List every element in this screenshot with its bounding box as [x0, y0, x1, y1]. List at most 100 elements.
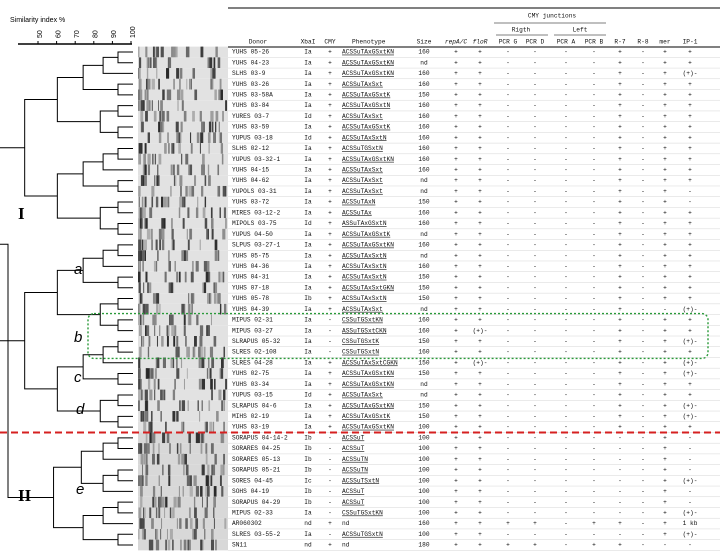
table-cell: -: [592, 231, 596, 238]
table-cell: -: [688, 542, 692, 549]
table-cell: SLRAPUS 04-6: [232, 402, 277, 409]
gel-band: [207, 132, 211, 144]
table-cell: -: [533, 499, 537, 506]
gel-band: [153, 496, 157, 508]
gel-band: [186, 185, 188, 197]
table-cell: -: [506, 242, 510, 249]
gel-band: [141, 175, 143, 186]
gel-band: [201, 496, 203, 508]
table-cell: +: [328, 306, 332, 313]
gel-band: [170, 507, 174, 519]
table-cell: -: [688, 467, 692, 474]
table-cell: +: [454, 242, 458, 249]
table-cell: Ib: [304, 456, 312, 463]
gel-band: [138, 389, 141, 401]
table-cell: +: [454, 392, 458, 399]
table-cell: +: [663, 392, 667, 399]
table-cell: Id: [304, 392, 312, 399]
table-cell: +: [663, 134, 667, 141]
table-cell: ACSSuTGSxtN: [342, 145, 383, 152]
table-cell: +: [618, 252, 622, 259]
table-cell: +: [328, 156, 332, 163]
gel-band: [138, 89, 141, 101]
gel-band: [213, 132, 215, 144]
gel-band: [176, 518, 178, 529]
table-cell: YUHS 05-75: [232, 252, 269, 259]
table-cell: -: [506, 456, 510, 463]
table-cell: ACSSuTAxSxtCGKN: [342, 359, 398, 366]
gel-band: [145, 325, 147, 337]
gel-band: [157, 378, 160, 390]
gel-band: [152, 57, 156, 69]
table-cell: ACSSuTAxSxt: [342, 167, 383, 174]
gel-band: [138, 228, 141, 240]
gel-band: [201, 185, 204, 197]
gel-band: [159, 239, 161, 251]
gel-band: [146, 57, 149, 69]
gel-lane: [138, 46, 228, 58]
dendrogram-branch: [56, 76, 101, 123]
table-cell: YUHS 03-34: [232, 381, 269, 388]
table-cell: +: [618, 134, 622, 141]
gel-band: [195, 432, 199, 444]
table-cell: -: [592, 531, 596, 538]
table-cell: +: [478, 252, 482, 259]
gel-band: [140, 293, 143, 304]
gel-band: [172, 143, 175, 154]
gel-band: [207, 228, 209, 240]
table-cell: YUPUS 03-32-1: [232, 156, 281, 163]
table-cell: -: [533, 434, 537, 441]
gel-band: [202, 207, 206, 219]
table-cell: +: [454, 381, 458, 388]
gel-band: [180, 68, 182, 79]
gel-band: [149, 389, 153, 401]
gel-band: [142, 518, 145, 529]
table-cell: SLHS 02-12: [232, 145, 269, 152]
table-cell: +: [328, 81, 332, 88]
gel-band: [138, 260, 139, 272]
table-cell: +: [328, 231, 332, 238]
gel-band: [187, 207, 190, 219]
gel-band: [215, 121, 217, 133]
gel-band: [210, 378, 213, 390]
table-cell: SN11: [232, 542, 247, 549]
gel-band: [168, 250, 170, 261]
table-cell: +: [328, 145, 332, 152]
gel-band: [164, 271, 167, 283]
gel-lane: [138, 185, 228, 197]
table-cell: +: [328, 167, 332, 174]
table-cell: +: [618, 520, 622, 527]
gel-band: [173, 336, 176, 347]
table-cell: +: [688, 81, 692, 88]
table-cell: +: [478, 338, 482, 345]
gel-band: [139, 443, 143, 454]
gel-band: [138, 357, 141, 369]
gel-band: [192, 528, 194, 540]
gel-band: [181, 153, 183, 165]
gel-band: [175, 121, 179, 133]
dendrogram-branch: [117, 222, 133, 235]
table-cell: +: [454, 509, 458, 516]
gel-band: [223, 400, 225, 412]
gel-band: [161, 218, 165, 229]
table-cell: -: [592, 359, 596, 366]
gel-band: [173, 496, 177, 508]
gel-band: [142, 250, 145, 261]
column-header: PCR B: [585, 39, 604, 46]
table-cell: -: [641, 424, 645, 431]
table-cell: +: [454, 295, 458, 302]
table-cell: -: [564, 467, 568, 474]
table-cell: Ia: [304, 413, 312, 420]
table-cell: +: [328, 113, 332, 120]
gel-band: [211, 218, 214, 229]
gel-band: [142, 260, 144, 272]
table-cell: +: [663, 531, 667, 538]
gel-band: [154, 368, 157, 379]
gel-band: [182, 421, 185, 433]
dendrogram-branch: [117, 501, 133, 514]
table-cell: +: [454, 542, 458, 549]
gel-band: [203, 432, 205, 444]
gel-band: [225, 100, 227, 111]
table-cell: MIPOLS 03-75: [232, 220, 277, 227]
gel-band: [206, 486, 210, 497]
